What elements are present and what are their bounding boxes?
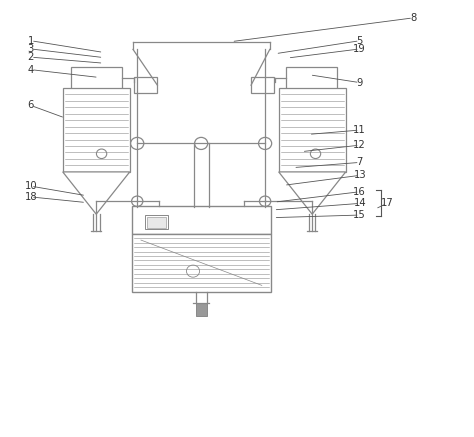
Text: 6: 6 xyxy=(27,101,34,111)
Text: 14: 14 xyxy=(354,198,366,208)
Circle shape xyxy=(258,137,272,149)
Bar xyxy=(146,217,166,228)
Circle shape xyxy=(132,196,143,206)
Text: 19: 19 xyxy=(353,44,366,54)
Text: 7: 7 xyxy=(356,157,363,167)
Circle shape xyxy=(259,196,271,206)
Text: 13: 13 xyxy=(354,170,366,180)
Bar xyxy=(71,67,122,89)
Text: 12: 12 xyxy=(353,140,366,150)
Bar xyxy=(279,88,346,172)
Bar xyxy=(134,77,157,94)
Bar xyxy=(132,205,271,234)
Bar xyxy=(132,234,271,292)
Text: 11: 11 xyxy=(353,125,366,135)
Bar xyxy=(196,303,207,316)
Circle shape xyxy=(195,137,208,149)
Polygon shape xyxy=(279,172,346,214)
Polygon shape xyxy=(63,172,130,214)
Text: 2: 2 xyxy=(27,52,34,62)
Circle shape xyxy=(310,149,321,159)
Text: 4: 4 xyxy=(28,65,34,75)
Circle shape xyxy=(96,149,107,159)
Text: 8: 8 xyxy=(410,13,416,23)
Text: 17: 17 xyxy=(381,198,393,208)
Bar xyxy=(251,77,274,94)
Text: 16: 16 xyxy=(353,187,366,197)
Text: 3: 3 xyxy=(28,44,34,54)
Text: 15: 15 xyxy=(353,210,366,220)
Bar xyxy=(286,67,337,89)
Text: 9: 9 xyxy=(356,78,363,87)
Bar xyxy=(63,88,130,172)
Circle shape xyxy=(131,137,144,149)
Text: 10: 10 xyxy=(25,181,37,191)
Text: 1: 1 xyxy=(27,36,34,46)
Text: 5: 5 xyxy=(356,36,363,46)
Bar xyxy=(145,215,168,229)
Circle shape xyxy=(186,265,200,277)
Text: 18: 18 xyxy=(25,192,37,202)
